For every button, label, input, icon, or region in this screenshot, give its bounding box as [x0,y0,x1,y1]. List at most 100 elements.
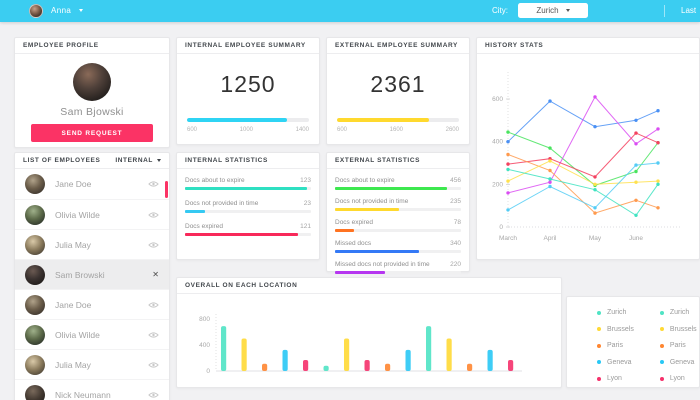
tick-label: 1000 [239,127,253,133]
external-statistics-card: EXTERNAL STATISTICS Docs about to expire… [326,152,470,274]
eye-icon[interactable] [148,211,159,219]
chevron-down-icon[interactable] [79,9,83,12]
stat-bar [185,187,311,190]
legend-entry-brussels[interactable]: Brussels [597,326,634,333]
stat-bar [335,250,461,253]
internal-summary-ticks: 600 1000 1400 [187,127,309,133]
stat-label: Missed docs [335,240,372,247]
legend-entry-zurich[interactable]: Zurich [597,309,634,316]
user-avatar[interactable] [29,4,43,18]
list-item[interactable]: Julia May [15,349,169,379]
legend-label: Brussels [669,325,697,333]
stat-value: 78 [453,219,461,226]
eye-icon[interactable] [148,391,159,399]
history-stats-card: HISTORY STATS 0 200 400 600 March April May Jun… [476,37,700,260]
legend-entry-geneva[interactable]: Geneva [659,359,697,366]
stat-bar [335,229,461,232]
stat-bar-fill [335,250,420,253]
tick-label: 2600 [445,127,459,133]
employee-profile-card: EMPLOYEE PROFILE Sam Bjowski SEND REQUES… [14,37,170,148]
svg-text:April: April [543,235,557,242]
stat-value: 123 [300,177,311,184]
avatar [25,294,45,315]
list-item[interactable]: Olivia Wilde [15,319,169,349]
eye-icon[interactable] [148,301,159,309]
employee-list-filter[interactable]: INTERNAL [115,153,161,168]
legend-entry-lyon[interactable]: Lyon [659,375,697,382]
legend-entry-geneva[interactable]: Geneva [597,359,634,366]
employee-name: Julia May [55,239,91,250]
stat-label: Docs expired [335,219,373,226]
stat-row: Docs about to expire 456 [335,177,461,190]
external-summary-title: EXTERNAL EMPLOYEE SUMMARY [335,42,458,49]
eye-icon[interactable] [148,331,159,339]
legend-label: Paris [669,342,686,349]
list-item[interactable]: Jane Doe [15,169,169,199]
avatar [25,204,45,225]
avatar [25,324,45,345]
location-bar-chart: 0 400 800 [199,314,522,375]
tick-label: 600 [187,127,198,133]
stat-bar-fill [185,233,299,236]
legend-dot [659,376,664,381]
legend-dot [597,310,601,315]
send-request-button[interactable]: SEND REQUEST [31,124,153,142]
legend-dot [659,310,664,315]
employee-profile-body: Sam Bjowski SEND REQUEST [15,63,169,142]
internal-summary-title: INTERNAL EMPLOYEE SUMMARY [185,42,306,49]
history-line-chart: 0 200 400 600 March April May June [492,72,682,242]
city-select[interactable]: Zurich [518,3,588,18]
topbar-right-link[interactable]: Last [681,6,697,15]
bar-lyon [508,360,514,371]
stat-row: Docs not provided in time 23 [185,200,311,213]
legend-entry-paris[interactable]: Paris [659,342,697,349]
legend-entry-zurich[interactable]: Zurich [659,309,697,316]
legend-column: Zurich Brussels Paris Geneva Lyon [597,309,634,382]
close-icon[interactable] [152,271,159,279]
list-item[interactable]: Olivia Wilde [15,199,169,229]
avatar [25,354,45,375]
stat-value: 121 [300,223,311,230]
legend-dot [659,327,664,331]
list-item[interactable]: Nick Neumann [15,379,169,400]
legend-dot [597,327,601,331]
chevron-down-icon [157,159,161,162]
list-item[interactable]: Julia May [15,229,169,259]
stat-bar [335,187,461,190]
svg-text:400: 400 [492,139,503,146]
eye-icon[interactable] [148,180,159,188]
external-summary-card: EXTERNAL EMPLOYEE SUMMARY 2361 600 1600 … [326,37,470,145]
eye-icon[interactable] [148,361,159,369]
legend-dot [597,376,601,381]
avatar [25,174,45,194]
employee-list-filter-value: INTERNAL [115,157,153,164]
location-bar-chart-title: OVERALL ON EACH LOCATION [185,282,298,289]
employee-name: Julia May [55,359,91,370]
user-name[interactable]: Anna [51,6,72,15]
stat-value: 220 [450,261,461,268]
stat-row: Docs expired 78 [335,219,461,232]
svg-text:800: 800 [199,316,210,323]
employee-name: Sam Browski [55,269,105,280]
bar-geneva [487,349,493,371]
bar-paris [467,363,473,371]
bar-paris [262,363,268,371]
legend-entry-brussels[interactable]: Brussels [659,325,697,333]
legend-entry-paris[interactable]: Paris [597,342,634,349]
list-item-selected[interactable]: Sam Browski [15,259,169,289]
internal-summary-gauge [187,118,309,122]
stat-value: 23 [303,200,311,207]
bar-lyon [364,360,370,371]
stat-row: Missed docs 340 [335,240,461,253]
tick-label: 1400 [295,127,309,133]
stat-label: Docs not provided in time [185,200,259,207]
stat-label: Docs about to expire [335,177,395,184]
employee-name: Olivia Wilde [55,329,100,340]
list-item[interactable]: Jane Doe [15,289,169,319]
bar-lyon [303,360,309,371]
legend-entry-lyon[interactable]: Lyon [597,375,634,382]
scrollbar-thumb[interactable] [165,181,168,198]
eye-icon[interactable] [148,241,159,249]
internal-statistics-title: INTERNAL STATISTICS [185,157,268,164]
stat-value: 456 [450,177,461,184]
